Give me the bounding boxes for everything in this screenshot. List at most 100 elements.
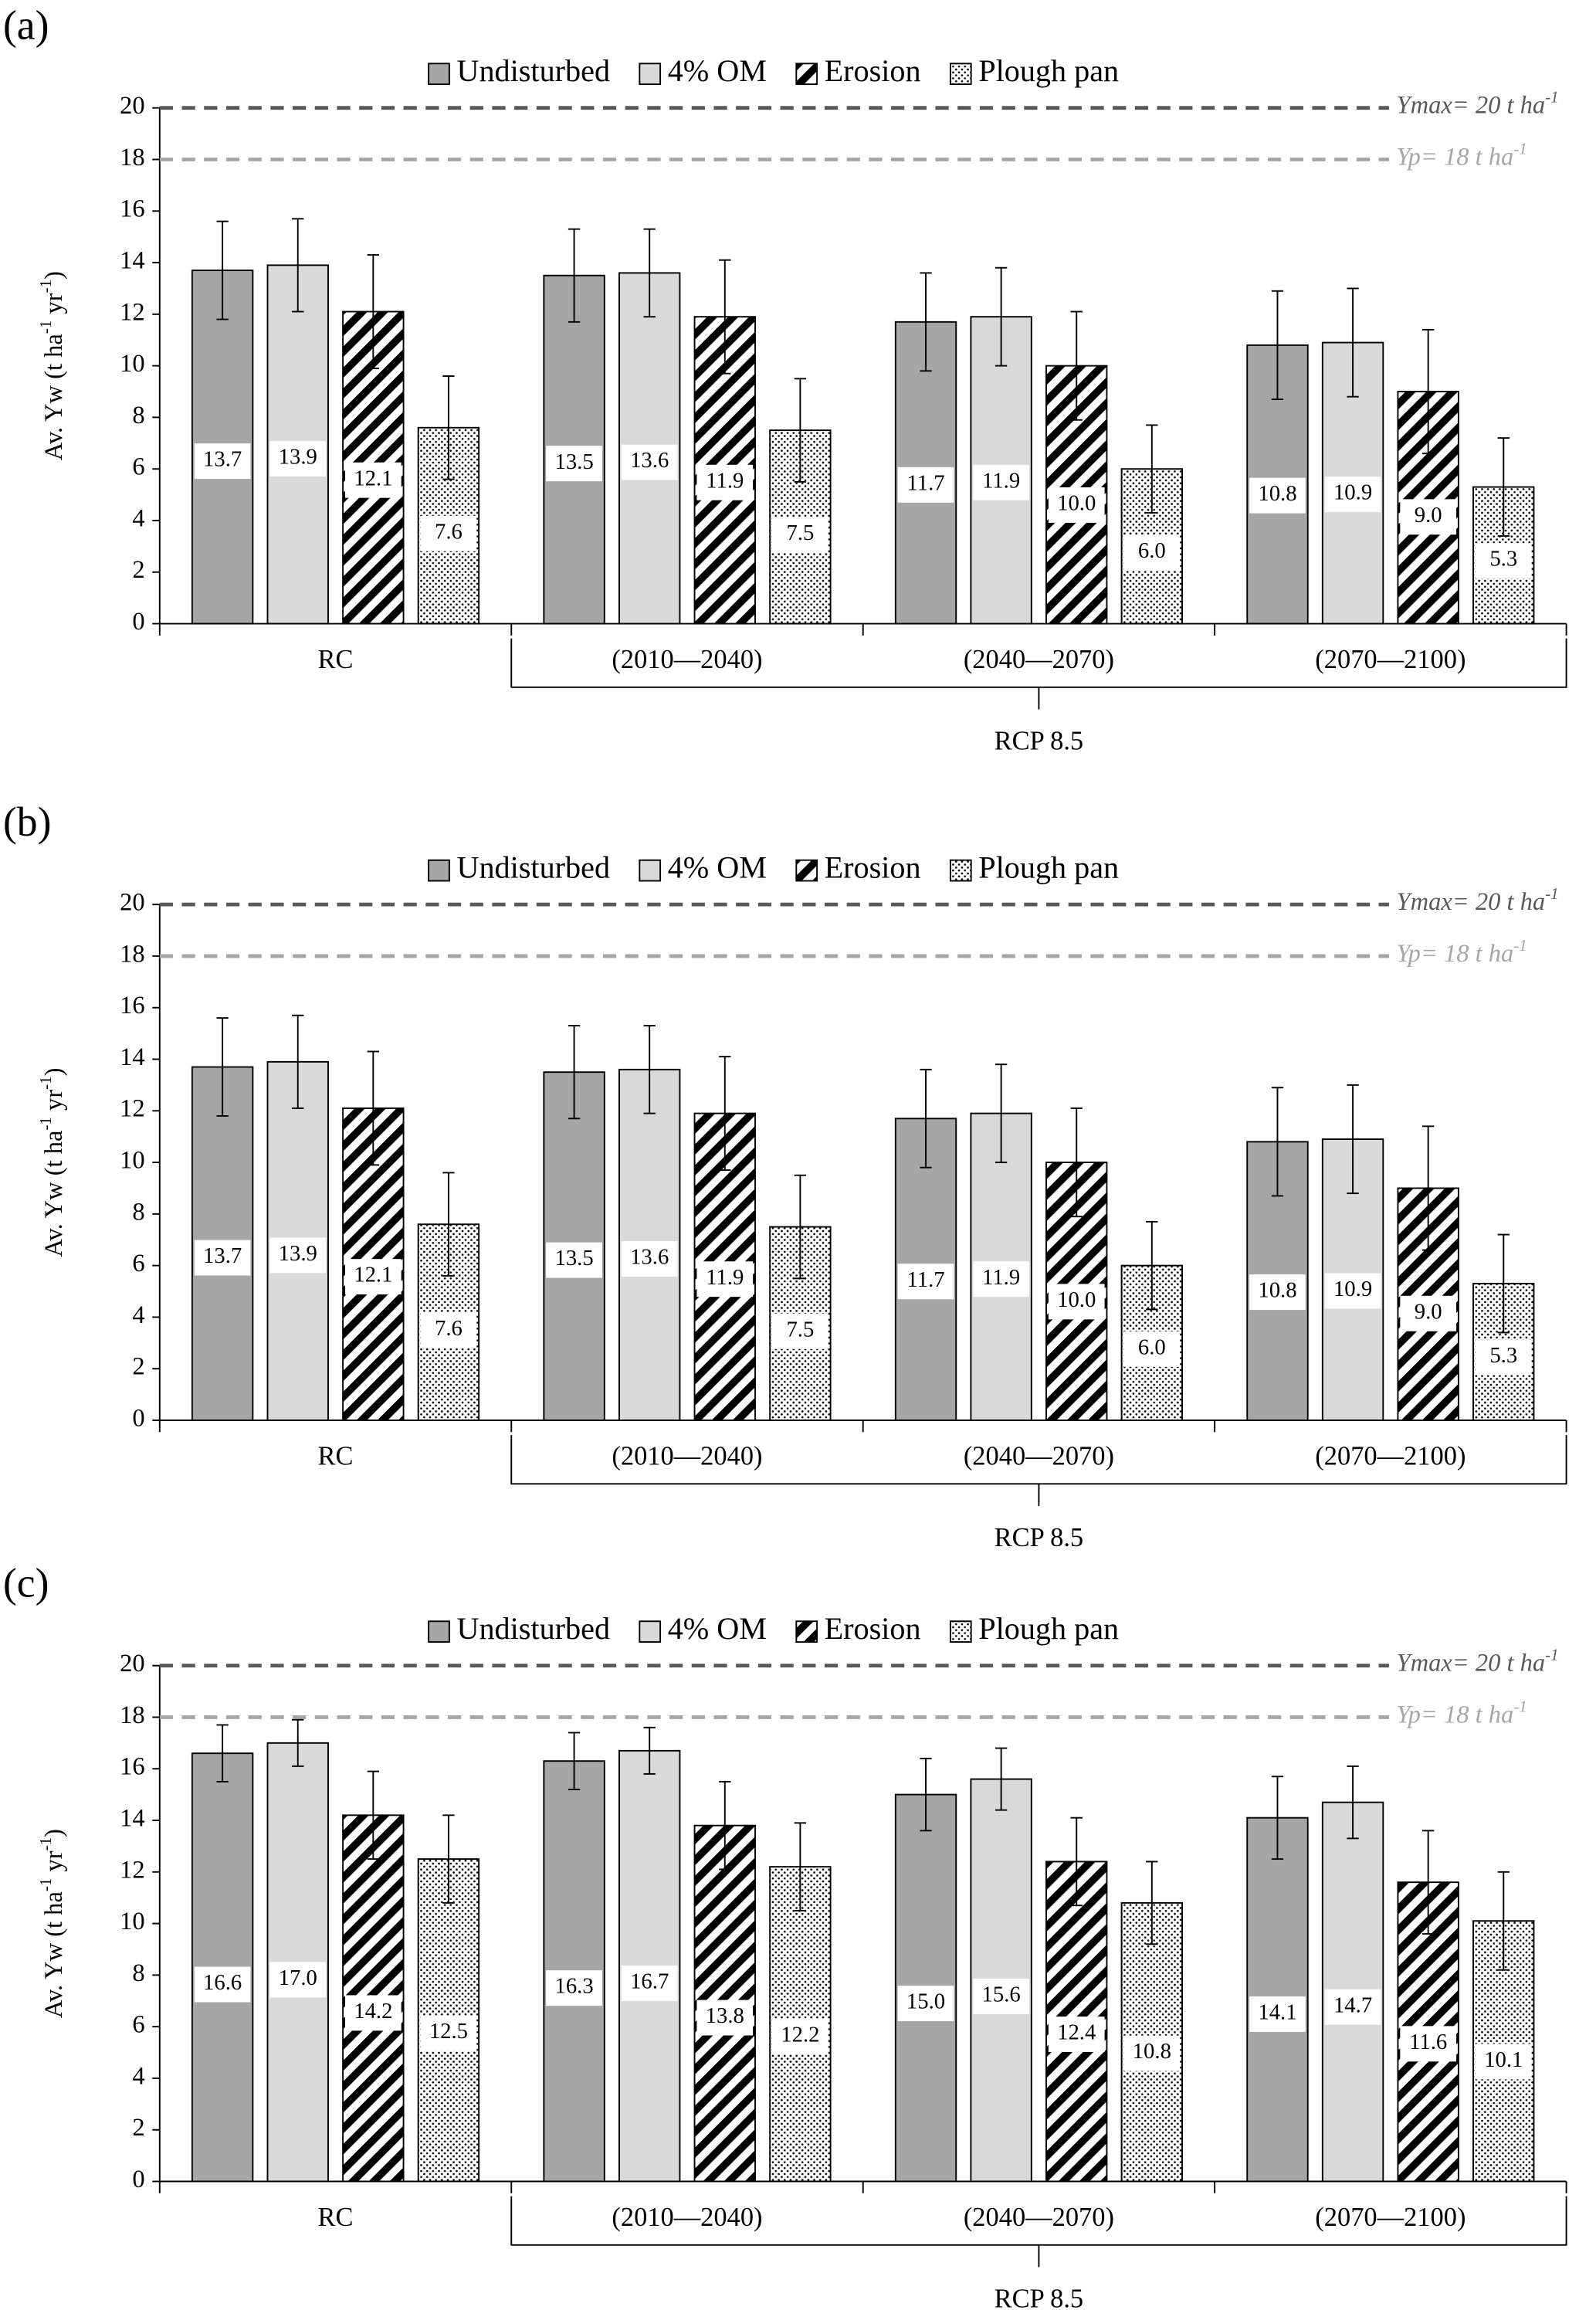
value-label: 7.6: [435, 1316, 463, 1341]
y-tick-label: 10: [120, 350, 145, 378]
y-tick-label: 16: [120, 992, 145, 1019]
x-tick-label: (2040—2070): [964, 1442, 1114, 1471]
group-label: RCP 8.5: [995, 726, 1083, 755]
legend-label: 4% OM: [668, 1611, 767, 1646]
y-tick-label: 10: [120, 1908, 145, 1935]
legend-label: Undisturbed: [456, 850, 610, 884]
y-axis-label-part: -1: [36, 321, 55, 334]
value-label: 6.0: [1138, 538, 1166, 563]
x-tick-label: RC: [318, 645, 354, 674]
y-axis-label-part: yr: [40, 1850, 68, 1878]
reference-label-sup: -1: [1513, 139, 1527, 158]
y-tick-label: 6: [132, 1250, 144, 1277]
legend-swatch: [795, 859, 818, 882]
value-label: 16.6: [203, 1970, 242, 1995]
value-label-box: [696, 1261, 754, 1297]
value-label-box: [546, 1242, 602, 1278]
x-tick-label: (2070—2100): [1315, 645, 1466, 674]
x-tick-label: (2010—2040): [612, 1442, 762, 1471]
value-label-box: [269, 1237, 327, 1274]
value-label-box: [194, 1966, 251, 2003]
value-label: 10.0: [1057, 491, 1096, 516]
legend-swatch: [428, 859, 450, 882]
y-tick-label: 20: [120, 1650, 145, 1677]
value-label-box: [696, 2000, 754, 2036]
value-label: 5.3: [1489, 547, 1517, 572]
value-label-box: [1475, 2044, 1532, 2080]
y-axis-label: Av. Yw (t ha-1 yr-1): [36, 1829, 69, 2018]
x-tick-label: (2070—2100): [1315, 1442, 1466, 1471]
value-label-box: [1400, 499, 1457, 535]
value-label-box: [1400, 1295, 1457, 1331]
reference-label: Yp= 18 t ha-1: [1397, 936, 1527, 968]
value-label: 13.8: [706, 2003, 744, 2028]
y-tick-label: 18: [120, 940, 145, 968]
value-label-box: [1475, 1339, 1532, 1375]
y-axis-label-part: -1: [36, 1076, 55, 1090]
reference-label: Yp= 18 t ha-1: [1397, 139, 1527, 171]
value-label-box: [1123, 534, 1181, 571]
x-tick-label: (2040—2070): [964, 645, 1114, 674]
chart-panel: (c)Av. Yw (t ha-1 yr-1)02468101214161820…: [3, 1560, 1567, 2310]
y-tick-label: 12: [120, 1095, 145, 1123]
value-label-box: [269, 1962, 327, 1998]
y-tick-label: 4: [132, 504, 144, 532]
x-tick-label: RC: [318, 2203, 354, 2232]
value-label: 13.7: [203, 1243, 242, 1268]
value-label-box: [621, 1241, 678, 1277]
y-tick-label: 18: [120, 1701, 145, 1729]
legend-swatch: [428, 1620, 450, 1643]
y-tick-label: 20: [120, 92, 145, 120]
y-tick-label: 20: [120, 889, 145, 917]
value-label-box: [1475, 543, 1532, 579]
value-label: 13.5: [554, 1246, 593, 1270]
legend-label: Erosion: [825, 53, 921, 88]
reference-label-text: Ymax= 20 t ha: [1397, 889, 1546, 917]
value-label-box: [420, 2015, 477, 2051]
value-label: 17.0: [279, 1966, 317, 1990]
value-label: 10.8: [1133, 2039, 1171, 2064]
value-label-box: [772, 517, 828, 553]
y-axis-label-part: -1: [36, 1837, 55, 1851]
value-label: 12.2: [781, 2023, 819, 2047]
y-tick-label: 0: [132, 2166, 144, 2193]
value-label: 10.1: [1484, 2047, 1523, 2072]
y-axis-label-part: ): [40, 1067, 68, 1076]
value-label: 13.6: [630, 448, 669, 473]
value-label-box: [1123, 1331, 1181, 1367]
value-label-box: [1324, 477, 1381, 513]
value-label: 13.9: [279, 1241, 317, 1266]
reference-label-sup: -1: [1513, 1697, 1527, 1715]
y-tick-label: 10: [120, 1147, 145, 1175]
y-axis-label: Av. Yw (t ha-1 yr-1): [36, 1067, 69, 1257]
y-axis-label-part: Av. Yw (t ha: [40, 1131, 68, 1257]
value-label-box: [897, 1264, 954, 1300]
reference-label-sup: -1: [1545, 1645, 1559, 1664]
reference-label-sup: -1: [1513, 936, 1527, 955]
x-tick-label: (2010—2040): [612, 2203, 762, 2232]
x-tick-label: (2010—2040): [612, 645, 762, 674]
value-label-box: [897, 1986, 954, 2022]
reference-label: Ymax= 20 t ha-1: [1397, 88, 1559, 120]
value-label-box: [1324, 1989, 1381, 2025]
value-label: 10.0: [1057, 1287, 1096, 1312]
value-label: 7.5: [786, 1317, 814, 1342]
y-tick-label: 14: [120, 1043, 145, 1071]
group-label: RCP 8.5: [995, 1523, 1083, 1552]
legend-label: 4% OM: [668, 53, 767, 88]
value-label: 16.7: [630, 1969, 669, 1994]
y-tick-label: 8: [132, 402, 144, 429]
value-label-box: [1123, 2035, 1181, 2071]
y-tick-label: 6: [132, 453, 144, 481]
value-label-box: [194, 1240, 251, 1276]
y-axis-label-part: Av. Yw (t ha: [40, 1891, 68, 2018]
y-tick-label: 12: [120, 298, 145, 326]
value-label-box: [1249, 1996, 1306, 2032]
y-axis-label-part: yr: [40, 1090, 68, 1117]
y-tick-label: 16: [120, 1753, 145, 1781]
reference-label-text: Yp= 18 t ha: [1397, 1701, 1514, 1729]
value-label: 16.3: [554, 1974, 593, 1999]
value-label-box: [546, 446, 602, 482]
value-label-box: [973, 1261, 1029, 1297]
legend-label: Plough pan: [978, 1611, 1119, 1646]
